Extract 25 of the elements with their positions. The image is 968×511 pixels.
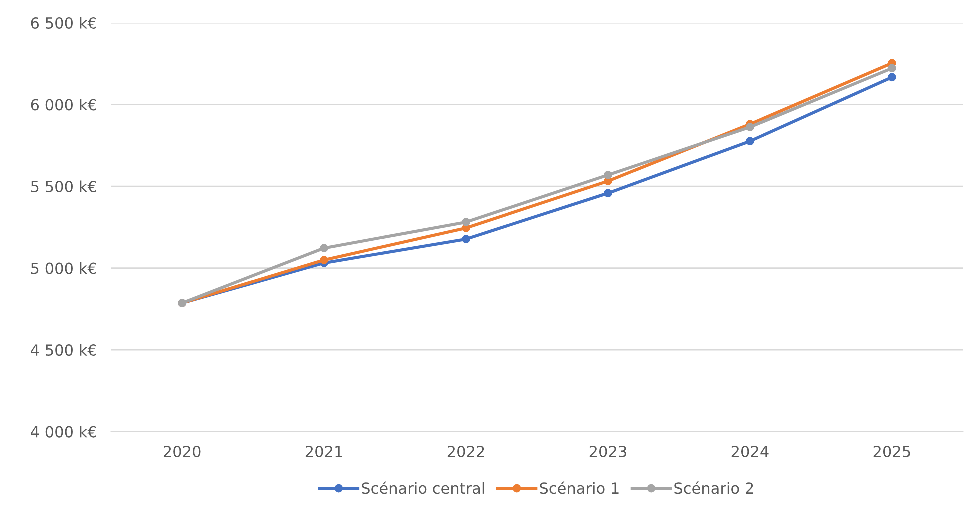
y-tick-label: 4 000 k€ <box>31 426 96 438</box>
point <box>746 137 754 146</box>
x-tick-label: 2020 <box>164 446 201 458</box>
y-tick-label: 6 000 k€ <box>31 98 96 111</box>
x-tick-label: 2025 <box>874 446 910 458</box>
legend-label: Scénario 2 <box>674 482 754 494</box>
y-tick-label: 6 500 k€ <box>31 17 96 30</box>
x-tick-label: 2022 <box>448 446 484 458</box>
point <box>746 123 754 132</box>
y-tick-label: 5 000 k€ <box>31 262 96 274</box>
x-tick-label: 2024 <box>732 446 769 458</box>
legend-label: Scénario central <box>362 482 484 494</box>
x-tick-label: 2021 <box>306 446 342 458</box>
point <box>320 244 328 252</box>
point <box>462 218 470 226</box>
point <box>320 256 328 264</box>
point <box>462 235 470 244</box>
y-tick-label: 5 500 k€ <box>31 180 96 193</box>
x-tick-label: 2023 <box>590 446 626 458</box>
y-tick-label: 4 500 k€ <box>31 344 96 356</box>
point <box>604 171 612 180</box>
legend-label: Scénario 1 <box>540 482 619 494</box>
point <box>604 189 612 198</box>
point <box>888 73 896 82</box>
point <box>888 64 896 73</box>
